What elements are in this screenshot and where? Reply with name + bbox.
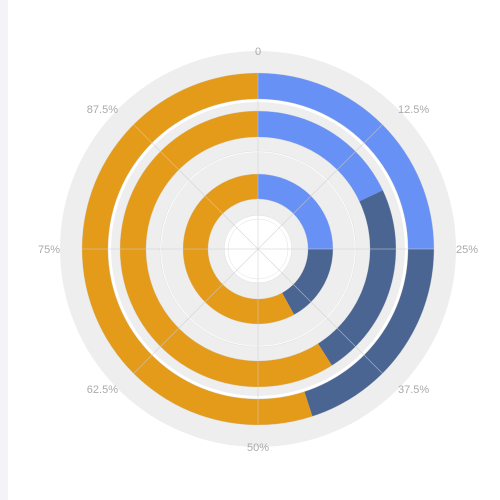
polar-grid xyxy=(81,72,435,426)
angle-tick-label: 87.5% xyxy=(87,104,118,116)
grid-spoke xyxy=(133,124,259,250)
left-panel-edge xyxy=(0,0,8,500)
grid-spoke xyxy=(133,248,259,374)
angle-tick-label: 50% xyxy=(247,442,269,454)
bar-segment-ring1-series2[interactable] xyxy=(282,249,333,315)
bar-segment-ring2-series1[interactable] xyxy=(258,111,383,202)
bar-segment-ring3-series2[interactable] xyxy=(304,249,434,417)
grid-spoke xyxy=(257,124,383,250)
angle-tick-label: 25% xyxy=(456,244,478,256)
angle-tick-label: 0 xyxy=(255,46,261,58)
bar-segment-ring3-series1[interactable] xyxy=(258,73,434,249)
bar-segment-ring2-series3[interactable] xyxy=(119,111,332,387)
angle-tick-label: 62.5% xyxy=(87,384,118,396)
bar-segment-ring1-series3[interactable] xyxy=(183,174,295,324)
bar-segment-ring2-series2[interactable] xyxy=(318,190,396,366)
angle-axis-labels: 0 12.5% 25% 37.5% 50% 62.5% 75% 87.5% xyxy=(38,46,478,454)
grid-spoke xyxy=(257,248,383,374)
angle-tick-label: 12.5% xyxy=(398,104,429,116)
angle-tick-label: 75% xyxy=(38,244,60,256)
angle-tick-label: 37.5% xyxy=(398,384,429,396)
